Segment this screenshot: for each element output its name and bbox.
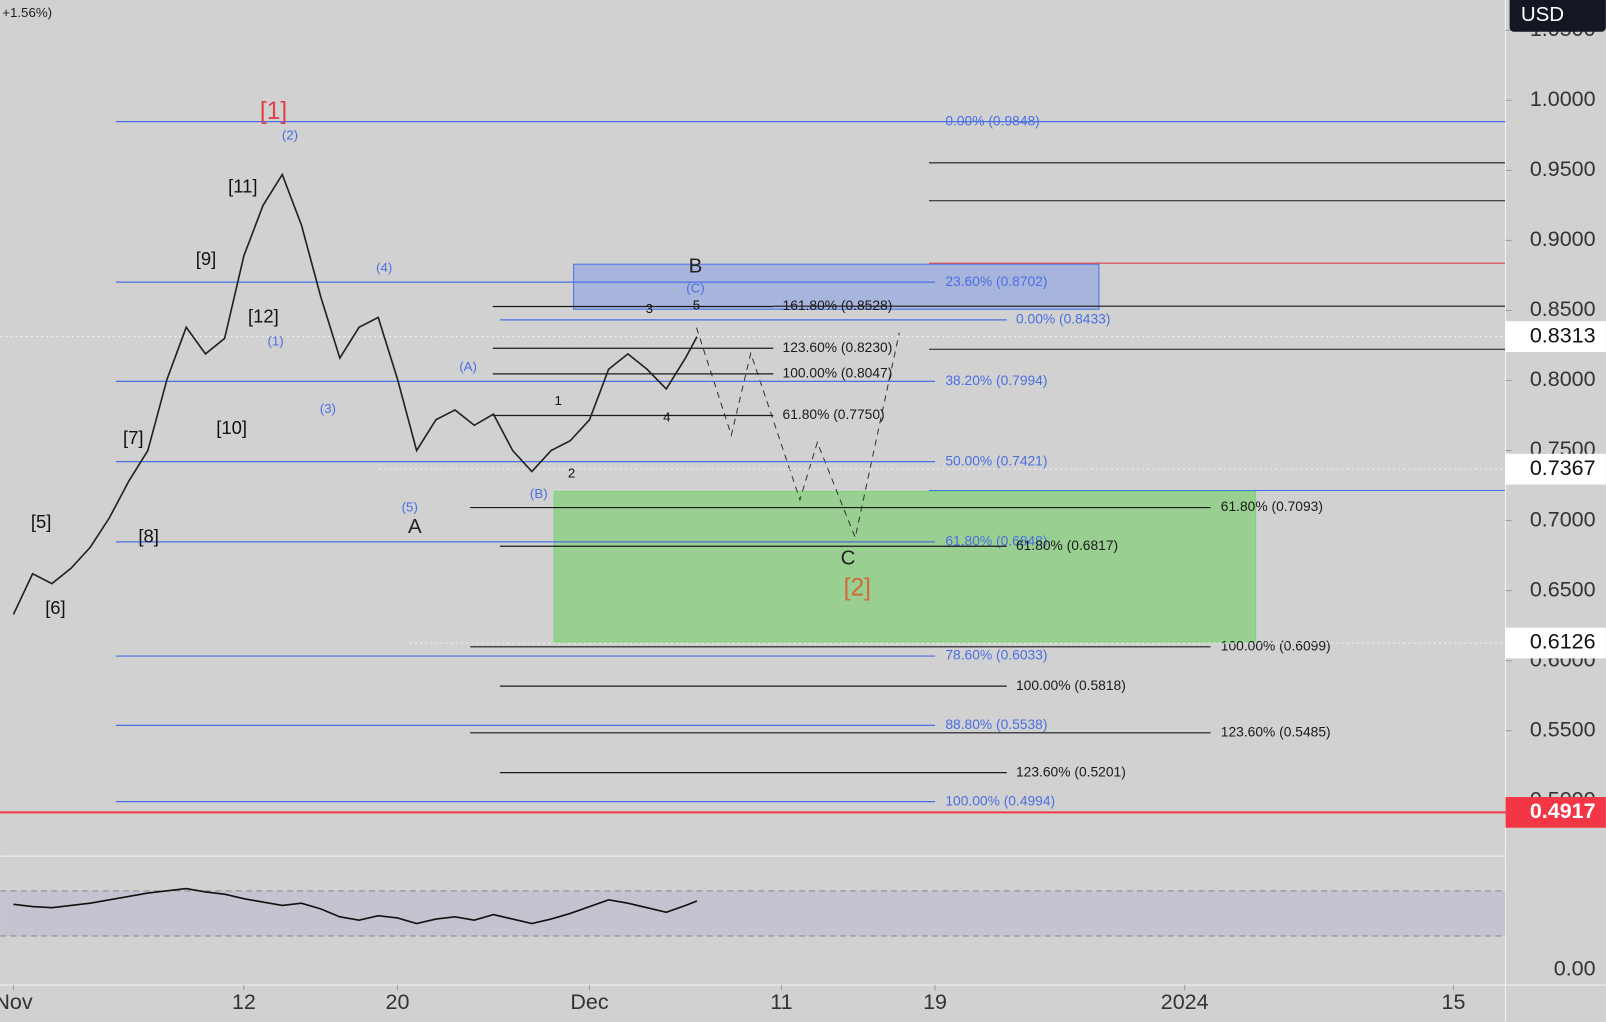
fib-level-label: 88.80% (0.5538)	[945, 716, 1047, 732]
target-zone	[553, 491, 1257, 643]
y-tick-label: 0.9000	[1530, 227, 1596, 251]
wave-label: (2)	[282, 128, 298, 143]
rsi-tick-label: 0.00	[1554, 956, 1596, 980]
wave-label: (5)	[402, 499, 418, 514]
wave-label: C	[841, 547, 856, 570]
x-tick-label: Nov	[0, 990, 33, 1014]
wave-label: [12]	[248, 305, 279, 326]
wave-label: 2	[568, 466, 575, 481]
wave-label: (1)	[267, 334, 283, 349]
stop-tag: 0.4917	[1530, 799, 1596, 823]
fib-level-label: 61.80% (0.7750)	[783, 406, 885, 422]
fib-level-label: 61.80% (0.6817)	[1016, 537, 1118, 553]
x-tick-label: 11	[770, 990, 792, 1014]
y-tick-label: 1.0000	[1530, 87, 1596, 111]
change-label: +1.56%)	[2, 5, 52, 20]
x-tick-label: 12	[232, 990, 256, 1014]
fib-level-label: 38.20% (0.7994)	[945, 372, 1047, 388]
fib-level-label: 123.60% (0.5201)	[1016, 763, 1126, 779]
y-tick-label: 0.7000	[1530, 507, 1596, 531]
wave-label: 1	[555, 393, 562, 408]
price-tag: 0.7367	[1530, 456, 1596, 480]
wave-label: A	[408, 515, 422, 538]
currency-box	[1509, 0, 1606, 32]
wave-label: [9]	[196, 248, 216, 269]
wave-label: [1]	[260, 98, 287, 125]
y-tick-label: 0.8000	[1530, 367, 1596, 391]
wave-label: [7]	[123, 427, 143, 448]
stop-tag-box	[1505, 797, 1606, 828]
price-tag-box	[1505, 321, 1606, 353]
projection-path	[696, 327, 900, 540]
fib-level-label: 0.00% (0.9848)	[945, 112, 1039, 128]
fib-level-label: 50.00% (0.7421)	[945, 452, 1047, 468]
fib-level-label: 23.60% (0.8702)	[945, 273, 1047, 289]
fib-level-label: 100.00% (0.5818)	[1016, 677, 1126, 693]
wave-label: [8]	[138, 526, 158, 547]
fib-level-label: 0.00% (0.8433)	[1016, 310, 1110, 326]
x-tick-label: 15	[1442, 990, 1466, 1014]
wave-label: 5	[693, 298, 700, 313]
wave-label: [6]	[45, 597, 65, 618]
fib-level-label: 78.60% (0.6033)	[945, 647, 1047, 663]
wave-label: (B)	[530, 486, 548, 501]
wave-label: [2]	[844, 574, 871, 601]
y-tick-label: 0.6500	[1530, 577, 1596, 601]
wave-label: (A)	[459, 359, 477, 374]
y-tick-label: 0.8500	[1530, 297, 1596, 321]
x-tick-label: Dec	[570, 990, 608, 1014]
price-series	[12, 172, 698, 615]
fib-level-label: 61.80% (0.7093)	[1221, 498, 1323, 514]
target-box	[573, 263, 1100, 310]
wave-label: 3	[646, 301, 653, 316]
wave-label: (4)	[376, 260, 392, 275]
wave-label: (C)	[686, 280, 704, 295]
wave-label: (3)	[320, 401, 336, 416]
fib-level-label: 123.60% (0.8230)	[783, 339, 893, 355]
currency: USD	[1521, 3, 1564, 26]
wave-label: [10]	[216, 417, 247, 438]
fib-level-label: 161.80% (0.8528)	[783, 297, 893, 313]
price-tag: 0.6126	[1530, 630, 1596, 654]
x-tick-label: 19	[923, 990, 947, 1014]
price-tag: 0.8313	[1530, 323, 1596, 347]
price-tag-box	[1505, 453, 1606, 485]
price-tag-box	[1505, 627, 1606, 659]
fib-level-label: 100.00% (0.8047)	[783, 365, 893, 381]
wave-label: 4	[663, 409, 670, 424]
x-tick-label: 20	[385, 990, 409, 1014]
fib-level-label: 61.80% (0.6848)	[945, 533, 1047, 549]
y-tick-label: 0.5500	[1530, 717, 1596, 741]
x-tick-label: 2024	[1161, 990, 1209, 1014]
price-series	[13, 887, 698, 925]
fib-level-label: 100.00% (0.4994)	[945, 792, 1055, 808]
fib-level-label: 100.00% (0.6099)	[1221, 637, 1331, 653]
y-tick-label: 0.9500	[1530, 157, 1596, 181]
wave-label: [11]	[228, 175, 257, 196]
fib-level-label: 123.60% (0.5485)	[1221, 723, 1331, 739]
rsi-band	[0, 890, 1506, 936]
wave-label: B	[689, 255, 703, 278]
wave-label: [5]	[31, 511, 51, 532]
